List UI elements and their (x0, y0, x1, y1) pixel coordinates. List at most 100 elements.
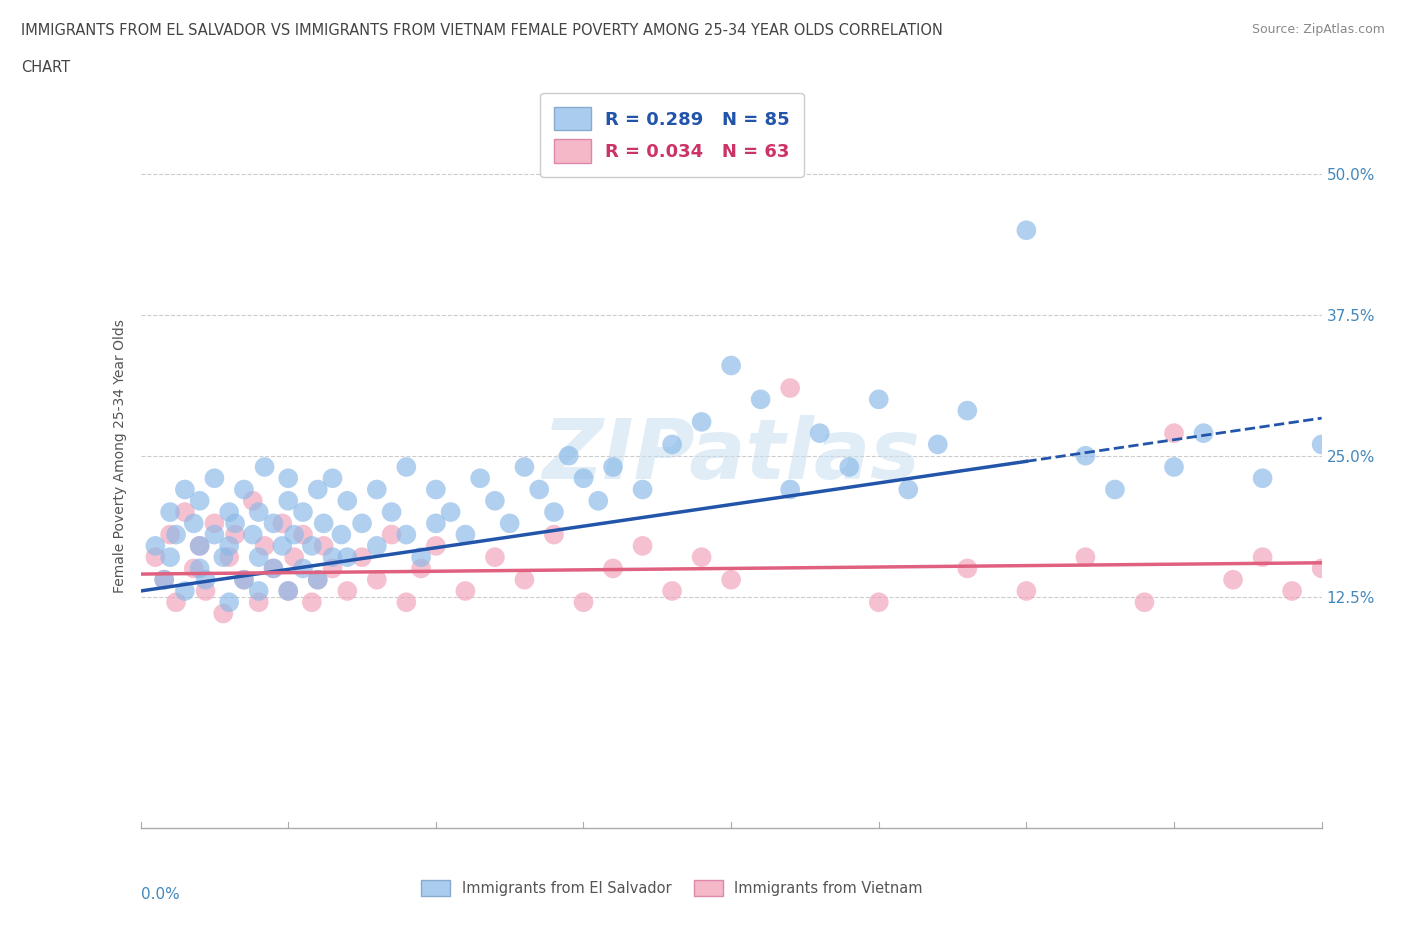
Point (366, 572, 388, 587)
Point (165, 527, 187, 542)
Point (602, 459, 624, 474)
Point (1399, 550, 1406, 565)
Point (1192, 426, 1215, 441)
Point (202, 527, 225, 542)
Point (242, 527, 264, 542)
Point (411, 561, 433, 576)
Point (336, 550, 359, 565)
Point (194, 583, 217, 598)
Text: 0.0%: 0.0% (141, 887, 180, 902)
Point (838, 459, 860, 474)
Point (454, 583, 477, 598)
Point (253, 538, 276, 553)
Point (277, 493, 299, 508)
Point (145, 538, 166, 553)
Text: IMMIGRANTS FROM EL SALVADOR VS IMMIGRANTS FROM VIETNAM FEMALE POVERTY AMONG 25-3: IMMIGRANTS FROM EL SALVADOR VS IMMIGRANT… (21, 23, 943, 38)
Point (808, 426, 831, 441)
Point (631, 482, 654, 497)
Point (1163, 426, 1185, 441)
Point (454, 527, 477, 542)
Point (1074, 448, 1097, 463)
Point (720, 572, 742, 587)
Point (312, 538, 335, 553)
Text: Source: ZipAtlas.com: Source: ZipAtlas.com (1251, 23, 1385, 36)
Point (247, 583, 270, 598)
Point (661, 583, 683, 598)
Point (242, 493, 264, 508)
Point (277, 471, 299, 485)
Point (868, 595, 890, 610)
Point (188, 561, 211, 576)
Point (366, 538, 388, 553)
Point (1133, 595, 1156, 610)
Point (543, 505, 565, 520)
Point (557, 448, 581, 463)
Point (247, 595, 270, 610)
Point (380, 505, 404, 520)
Point (292, 505, 315, 520)
Point (484, 493, 506, 508)
Text: ZIPatlas: ZIPatlas (543, 415, 920, 497)
Point (253, 459, 276, 474)
Point (425, 482, 447, 497)
Point (661, 437, 683, 452)
Point (165, 595, 187, 610)
Point (1310, 561, 1333, 576)
Point (292, 561, 315, 576)
Point (484, 550, 506, 565)
Point (690, 415, 713, 430)
Point (212, 550, 235, 565)
Point (352, 516, 374, 531)
Point (470, 471, 492, 485)
Text: CHART: CHART (21, 60, 70, 75)
Point (202, 471, 225, 485)
Point (779, 380, 801, 395)
Point (218, 538, 240, 553)
Point (395, 527, 418, 542)
Point (330, 527, 353, 542)
Point (1251, 471, 1274, 485)
Point (159, 550, 181, 565)
Point (543, 527, 565, 542)
Point (720, 358, 742, 373)
Point (513, 572, 536, 587)
Point (233, 572, 256, 587)
Point (927, 437, 949, 452)
Point (1015, 583, 1038, 598)
Point (224, 527, 246, 542)
Point (1251, 550, 1274, 565)
Point (956, 404, 979, 418)
Point (307, 572, 329, 587)
Point (1281, 583, 1303, 598)
Point (174, 505, 197, 520)
Point (602, 561, 624, 576)
Point (271, 516, 294, 531)
Y-axis label: Female Poverty Among 25-34 Year Olds: Female Poverty Among 25-34 Year Olds (112, 319, 127, 592)
Point (1340, 595, 1362, 610)
Point (588, 493, 610, 508)
Point (352, 550, 374, 565)
Point (1163, 459, 1185, 474)
Point (336, 583, 359, 598)
Point (224, 516, 246, 531)
Point (153, 572, 176, 587)
Point (301, 595, 323, 610)
Point (292, 527, 315, 542)
Point (529, 482, 551, 497)
Point (321, 550, 344, 565)
Point (513, 459, 536, 474)
Point (283, 550, 305, 565)
Point (321, 561, 344, 576)
Point (277, 583, 299, 598)
Point (956, 561, 979, 576)
Point (1340, 257, 1362, 272)
Point (247, 550, 270, 565)
Point (1104, 482, 1126, 497)
Point (218, 505, 240, 520)
Point (301, 538, 323, 553)
Point (262, 561, 284, 576)
Point (202, 516, 225, 531)
Point (366, 482, 388, 497)
Point (1310, 437, 1333, 452)
Point (868, 392, 890, 406)
